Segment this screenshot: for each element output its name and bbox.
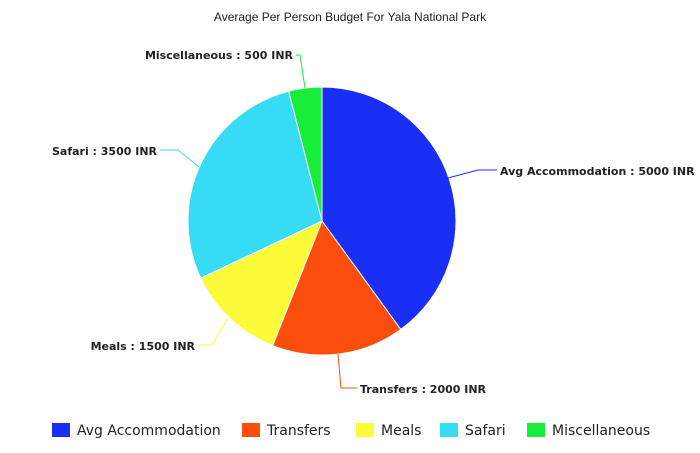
legend-swatch (527, 423, 545, 437)
label-connector (198, 317, 229, 346)
legend-item-meals[interactable]: Meals (356, 423, 421, 439)
legend-label: Avg Accommodation (77, 423, 221, 439)
legend-item-safari[interactable]: Safari (440, 423, 506, 439)
slice-label: Safari : 3500 INR (52, 145, 158, 158)
legend-label: Transfers (266, 423, 331, 439)
legend-label: Meals (381, 423, 421, 439)
legend-swatch (52, 423, 70, 437)
pie-slice-safari (187, 90, 323, 279)
legend-item-avg-accommodation[interactable]: Avg Accommodation (52, 423, 221, 439)
legend-swatch (356, 423, 374, 437)
chart-title: Average Per Person Budget For Yala Natio… (214, 10, 487, 24)
legend-item-miscellaneous[interactable]: Miscellaneous (527, 423, 650, 439)
pie-slice-avg-accommodation (321, 86, 457, 331)
slice-label: Transfers : 2000 INR (360, 383, 487, 396)
pie-slice-transfers (272, 219, 402, 356)
slice-label: Avg Accommodation : 5000 INR (500, 165, 695, 178)
pie-slice-meals (200, 220, 323, 347)
label-connector (447, 169, 497, 179)
legend-item-transfers[interactable]: Transfers (242, 423, 331, 439)
legend-swatch (242, 423, 260, 437)
legend-label: Safari (465, 423, 506, 439)
legend-label: Miscellaneous (552, 423, 650, 439)
slice-label: Miscellaneous : 500 INR (145, 49, 294, 62)
label-connector (337, 353, 357, 389)
pie-slice-miscellaneous (288, 86, 323, 222)
pie-slices (187, 86, 457, 356)
legend-swatch (440, 423, 458, 437)
label-connector (296, 54, 306, 89)
label-connector (160, 149, 200, 168)
slice-labels: Avg Accommodation : 5000 INR Transfers : … (52, 49, 695, 396)
slice-label-connectors (160, 54, 497, 389)
legend: Avg Accommodation Transfers Meals Safari Mis… (52, 423, 650, 439)
slice-label: Meals : 1500 INR (91, 340, 196, 353)
